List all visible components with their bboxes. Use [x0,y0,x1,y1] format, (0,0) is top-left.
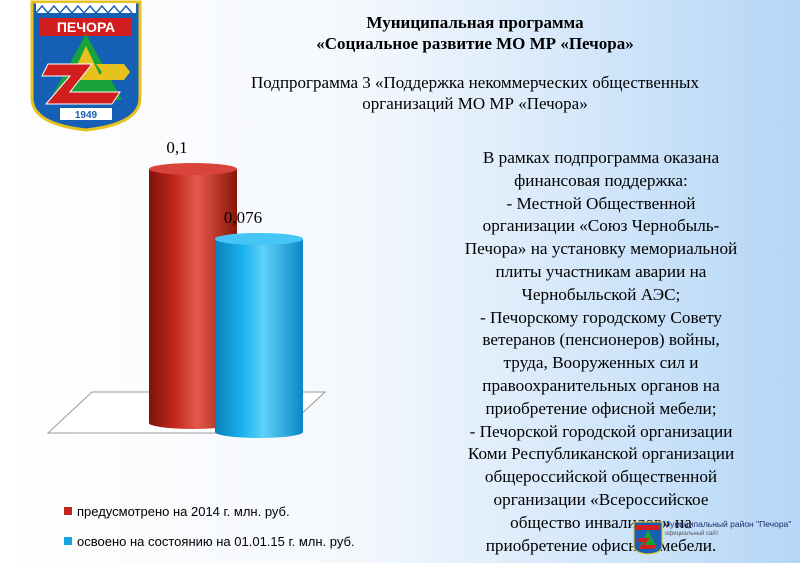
site-footer: Муниципальный район "Печора" официальный… [663,519,791,539]
bar-body [215,238,303,438]
legend-swatch [64,507,72,515]
chart-bars: 0,1 0,076 [149,138,303,438]
description-line: Коми Республиканской организации [467,444,735,464]
description-line: - Печорской городской организации [469,421,733,441]
description-line: В рамках подпрограмма оказана [482,148,720,167]
description-line: труда, Вооруженных сил и [503,353,699,373]
title-line: «Социальное развитие МО МР «Печора» [316,34,634,53]
budget-chart: 0,1 0,076 [46,138,327,438]
emblem-text: ПЕЧОРА [57,19,115,35]
description-line: плиты участникам аварии на [495,261,707,281]
description-line: - Печорскому городскому Совету [480,307,722,327]
description-line: Чернобыльской АЭС; [521,284,681,304]
title-line: Муниципальная программа [366,13,584,32]
bar-value-label: 0,076 [224,208,262,227]
pechora-small-logo [633,521,663,555]
subtitle-line: Подпрограмма 3 «Поддержка некоммерческих… [251,73,699,92]
description-line: организации «Союз Чернобыль- [482,216,720,236]
subprogram-title: Подпрограмма 3 «Поддержка некоммерческих… [150,72,800,114]
bar-top [215,232,303,245]
subtitle-line: организаций МО МР «Печора» [362,94,588,113]
program-title: Муниципальная программа «Социальное разв… [150,12,800,54]
legend-swatch [64,537,72,545]
legend-label: предусмотрено на 2014 г. млн. руб. [77,503,290,519]
description-line: финансовая поддержка: [514,170,688,190]
pechora-emblem: ПЕЧОРА 1949 [30,0,142,132]
bar-top [149,163,237,175]
bar-value-label: 0,1 [166,138,187,157]
description-line: общероссийской общественной [484,467,718,487]
description-line: приобретение офисной мебели; [485,398,717,418]
description-line: правоохранительных органов на [482,375,720,395]
footer-subtitle: официальный сайт [665,531,719,537]
support-description: В рамках подпрограмма оказана финансовая … [420,147,782,557]
emblem-year: 1949 [75,110,98,121]
description-line: ветеранов (пенсионеров) войны, [482,330,720,350]
description-line: Печора» на установку мемориальной [464,239,738,259]
legend-item: предусмотрено на 2014 г. млн. руб. [64,496,355,526]
description-line: организации «Всероссийское [493,489,709,509]
legend-item: освоено на состоянию на 01.01.15 г. млн.… [64,526,355,556]
description-line: - Местной Общественной [506,193,696,213]
chart-legend: предусмотрено на 2014 г. млн. руб. освоен… [64,496,355,556]
footer-title: Муниципальный район "Печора" [663,519,792,529]
slide-header: Муниципальная программа «Социальное разв… [150,12,800,114]
bar-2: 0,076 [215,208,303,438]
legend-label: освоено на состоянию на 01.01.15 г. млн.… [77,533,355,549]
